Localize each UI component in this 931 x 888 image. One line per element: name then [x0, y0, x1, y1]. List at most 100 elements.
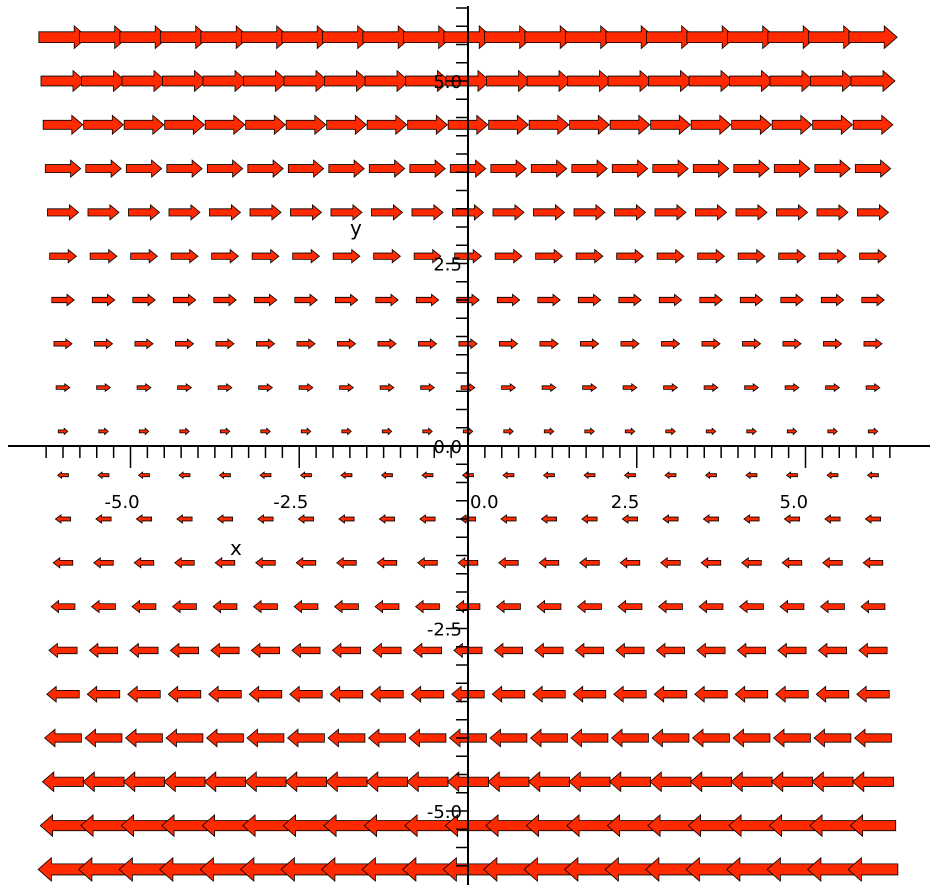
field-arrow — [691, 728, 730, 748]
field-arrow — [574, 642, 604, 659]
field-arrow — [168, 203, 201, 221]
field-arrow — [289, 685, 323, 703]
field-arrow — [621, 514, 638, 524]
field-arrow — [696, 642, 726, 659]
field-arrow — [697, 248, 725, 264]
field-arrow — [40, 69, 86, 93]
field-arrow — [300, 427, 312, 436]
field-arrow — [206, 159, 244, 178]
field-arrow — [53, 338, 73, 350]
field-arrow — [121, 69, 167, 93]
field-arrow — [404, 814, 451, 838]
field-arrow — [827, 427, 838, 436]
field-arrow — [324, 69, 370, 93]
field-arrow — [171, 599, 197, 614]
field-arrow — [826, 471, 839, 480]
field-arrow — [81, 69, 127, 93]
field-arrow — [568, 771, 611, 793]
field-arrow — [694, 685, 728, 703]
field-arrow — [410, 685, 445, 703]
field-arrow — [376, 556, 398, 569]
field-arrow — [624, 427, 636, 436]
field-arrow — [819, 599, 845, 614]
field-arrow — [815, 685, 850, 703]
field-arrow — [770, 771, 813, 793]
field-arrow — [542, 471, 555, 480]
field-arrow — [745, 471, 758, 480]
field-arrow — [854, 159, 892, 178]
field-arrow — [422, 427, 433, 436]
field-arrow — [242, 814, 289, 838]
field-arrow — [769, 69, 815, 93]
field-arrow — [528, 114, 570, 136]
field-arrow — [283, 69, 329, 93]
field-arrow — [705, 427, 717, 436]
field-arrow — [813, 728, 852, 748]
field-arrow — [248, 685, 283, 703]
field-arrow — [848, 24, 898, 50]
field-arrow — [296, 338, 316, 350]
field-arrow — [413, 248, 442, 264]
field-arrow — [498, 556, 519, 569]
field-arrow — [859, 248, 887, 264]
field-arrow — [133, 556, 155, 569]
field-arrow — [213, 293, 237, 307]
field-arrow — [786, 427, 798, 436]
field-arrow — [340, 471, 353, 480]
field-arrow — [609, 114, 651, 136]
field-arrow — [581, 514, 598, 524]
field-arrow — [199, 856, 251, 882]
field-arrow — [656, 248, 685, 264]
field-arrow — [122, 771, 165, 793]
field-arrow — [164, 114, 205, 136]
field-arrow — [532, 685, 566, 703]
field-arrow — [52, 556, 74, 569]
field-arrow — [825, 383, 841, 393]
field-arrow — [824, 514, 841, 524]
field-arrow — [540, 514, 557, 524]
field-arrow — [55, 383, 71, 393]
field-arrow — [41, 771, 84, 793]
field-arrow — [259, 471, 272, 480]
field-arrow — [584, 427, 595, 436]
field-arrow — [867, 427, 879, 436]
field-arrow — [732, 728, 771, 748]
x-tick-label: -5.0 — [105, 492, 140, 513]
x-tick-label: -2.5 — [273, 492, 308, 513]
field-arrow — [412, 642, 442, 659]
field-arrow — [527, 771, 570, 793]
field-arrow — [688, 69, 734, 93]
field-arrow — [818, 248, 847, 264]
field-arrow — [576, 599, 602, 614]
field-arrow — [539, 338, 559, 350]
field-arrow — [286, 728, 325, 748]
field-arrow — [772, 728, 811, 748]
field-arrow — [771, 114, 813, 136]
field-arrow — [661, 338, 681, 350]
field-arrow — [211, 248, 239, 264]
field-arrow — [298, 383, 314, 393]
field-arrow — [377, 338, 397, 350]
field-arrow — [569, 114, 610, 136]
field-arrow — [807, 856, 858, 882]
field-arrow — [367, 728, 406, 748]
field-arrow — [217, 383, 233, 393]
field-arrow — [849, 814, 897, 838]
field-arrow — [613, 685, 647, 703]
field-arrow — [128, 203, 161, 221]
field-arrow — [525, 814, 573, 838]
field-arrow — [131, 599, 157, 614]
field-arrow — [500, 514, 517, 524]
field-arrow — [88, 642, 118, 659]
field-arrow — [89, 248, 118, 264]
field-arrows — [37, 24, 899, 882]
field-arrow — [373, 248, 401, 264]
field-arrow — [326, 114, 367, 136]
field-arrow — [535, 248, 563, 264]
field-arrow — [90, 599, 116, 614]
field-arrow — [784, 383, 800, 393]
field-arrow — [137, 471, 150, 480]
tick-labels: -5.0 -2.5 0.0 2.5 5.0 5.0 2.5 0.0 -2.5 -5.0 — [105, 72, 809, 823]
field-arrow — [617, 599, 643, 614]
